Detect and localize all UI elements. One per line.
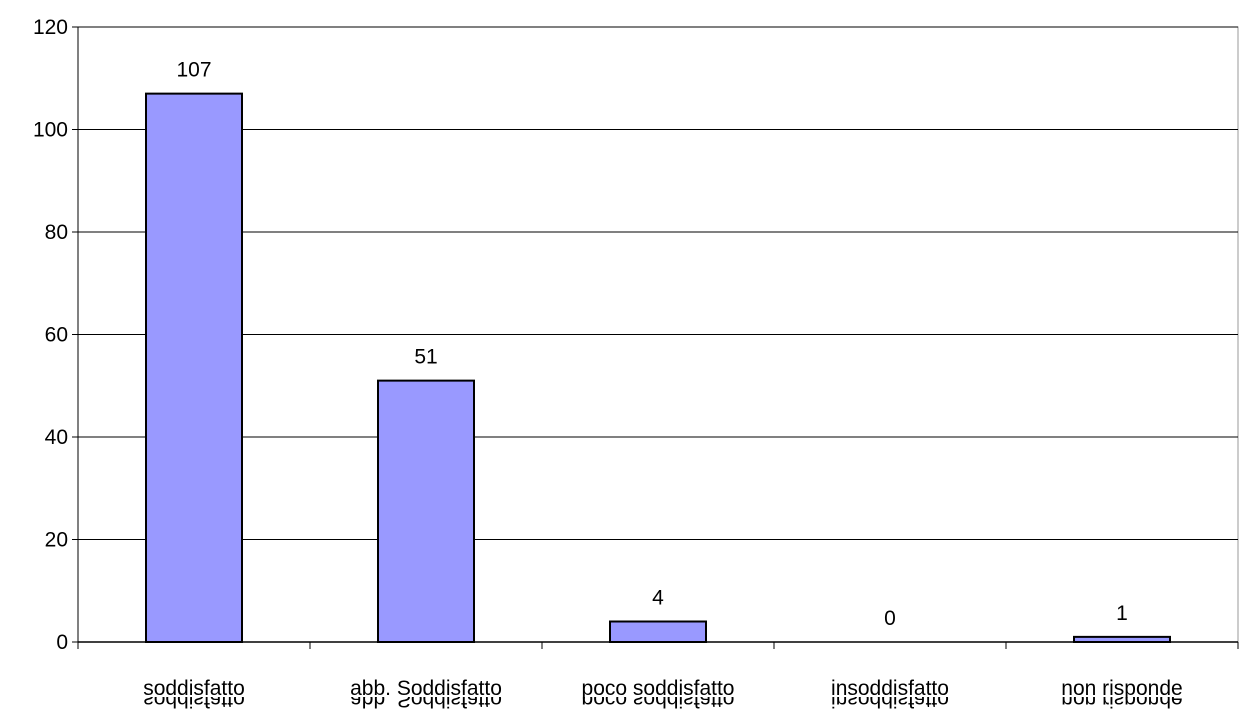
category-label-reflection: poco soddisfatto [582,688,735,711]
category-label-reflection: insoddisfatto [831,688,949,711]
category-label: poco soddisfatto [582,677,735,700]
bars [145,92,1171,643]
y-tick-label: 120 [33,16,68,39]
category-label: non risponde [1061,677,1182,700]
data-label: 4 [652,587,664,610]
data-label: 1 [1116,602,1128,625]
y-tick-label: 40 [45,426,68,449]
axes [77,27,1238,643]
bar [377,379,475,643]
category-label: abb. Soddisfatto [350,677,502,700]
category-label-mirror: insoddisfatto [831,688,949,711]
category-label-reflection: abb. Soddisfatto [350,688,502,711]
category-label-reflection: non risponde [1061,688,1182,711]
y-tick-label: 20 [45,529,68,552]
y-tick-label: 60 [45,324,68,347]
category-label-mirror: soddisfatto [143,688,245,711]
bar [145,92,243,643]
category-label-mirror: poco soddisfatto [582,688,735,711]
y-axis-ticks: 0 20 40 60 80 100 120 [33,16,78,654]
bar [609,620,707,643]
data-label: 107 [176,59,211,82]
data-label: 51 [414,346,437,369]
x-axis-ticks [77,642,1239,649]
category-label-mirror: non risponde [1061,688,1182,711]
bar [1073,635,1171,643]
y-tick-label: 0 [56,631,68,654]
data-label: 0 [884,607,896,630]
y-tick-label: 80 [45,221,68,244]
data-labels: 107 51 4 0 1 [176,59,1127,630]
category-label-reflection: soddisfatto [143,688,245,711]
category-label-mirror: abb. Soddisfatto [350,688,502,711]
y-tick-label: 100 [33,119,68,142]
category-label: soddisfatto [143,677,245,700]
gridlines [78,26,1238,540]
category-label: insoddisfatto [831,677,949,700]
